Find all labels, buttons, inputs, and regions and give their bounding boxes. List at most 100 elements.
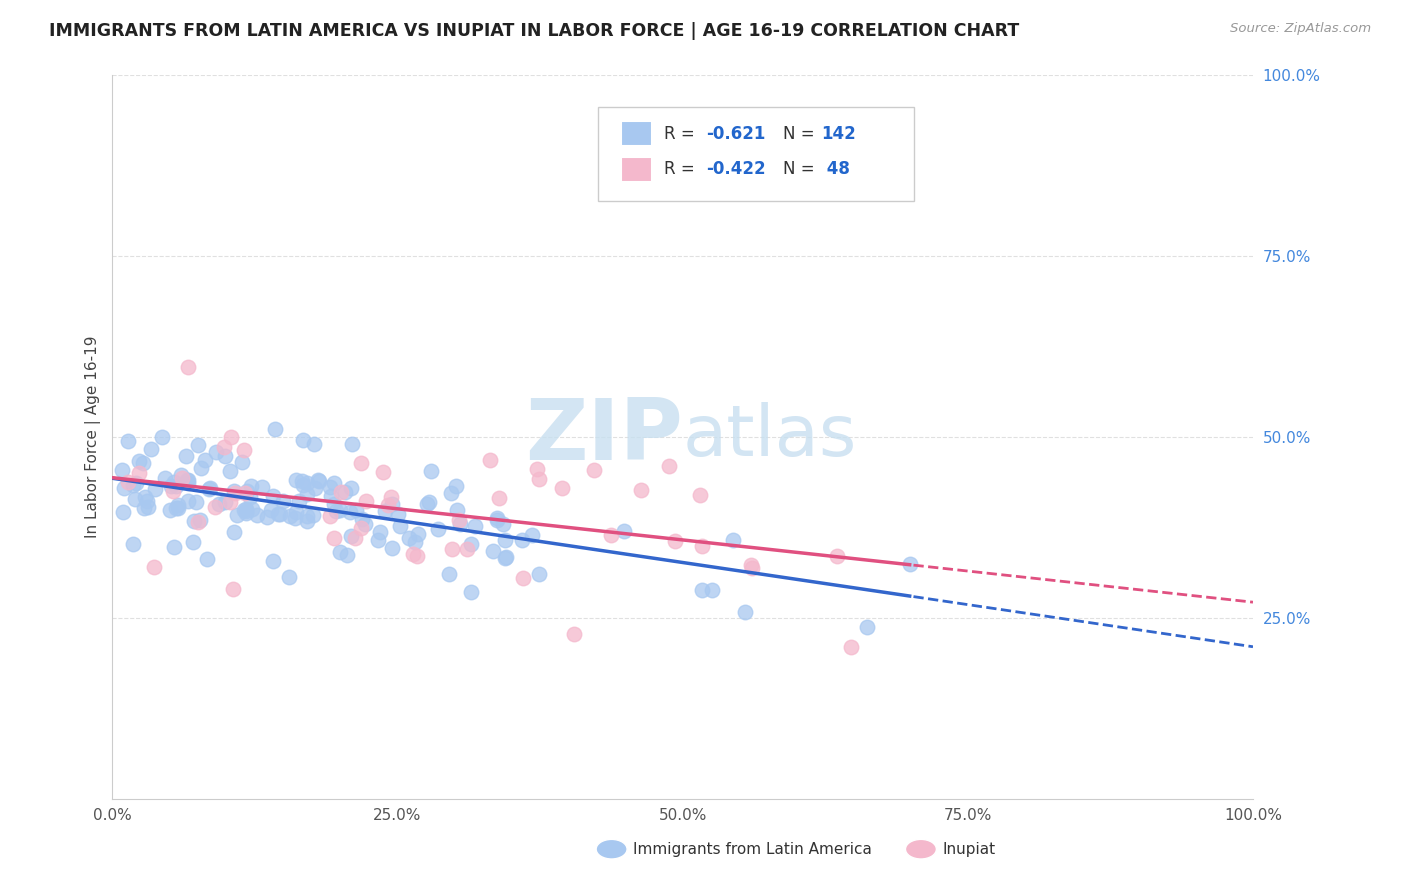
Point [122, 478, 145, 492]
Point [520, 528, 543, 542]
Point [381, 541, 404, 555]
Text: R =: R = [664, 125, 700, 143]
Point [181, 534, 204, 549]
Point [613, 524, 636, 538]
Point [406, 549, 429, 563]
Point [740, 558, 762, 573]
Point [295, 514, 318, 528]
Text: R =: R = [664, 161, 700, 178]
Point [226, 508, 249, 523]
Point [427, 522, 450, 536]
Point [689, 488, 711, 502]
Point [380, 490, 402, 504]
Point [170, 468, 193, 483]
Point [406, 527, 429, 541]
Point [291, 477, 314, 491]
Point [402, 547, 425, 561]
Point [356, 493, 378, 508]
Point [700, 583, 723, 598]
Point [446, 503, 468, 517]
Point [481, 544, 503, 558]
Point [308, 474, 330, 488]
Point [163, 475, 186, 489]
Point [344, 531, 367, 545]
Point [235, 504, 257, 518]
Text: Inupiat: Inupiat [942, 842, 995, 856]
Point [124, 491, 146, 506]
Text: 142: 142 [821, 125, 856, 143]
Point [370, 525, 392, 540]
Point [219, 495, 242, 509]
Point [464, 519, 486, 533]
Point [339, 482, 361, 496]
Point [335, 485, 357, 500]
Point [387, 508, 409, 522]
Point [297, 487, 319, 501]
Point [374, 504, 396, 518]
Point [224, 483, 246, 498]
Point [321, 489, 343, 503]
Point [494, 551, 516, 566]
Point [630, 483, 652, 497]
Point [440, 542, 463, 557]
Point [353, 516, 375, 531]
Point [527, 567, 550, 582]
Point [288, 494, 311, 508]
Point [240, 502, 263, 516]
Point [280, 508, 302, 523]
Text: N =: N = [783, 125, 820, 143]
Point [492, 517, 515, 532]
Point [277, 570, 299, 584]
Point [117, 475, 139, 490]
Point [111, 505, 134, 519]
Point [177, 359, 200, 374]
Point [138, 500, 160, 514]
Point [856, 620, 879, 634]
Point [307, 473, 329, 487]
Point [246, 508, 269, 523]
Point [291, 433, 314, 447]
Point [330, 485, 353, 500]
Point [165, 501, 187, 516]
Point [381, 497, 404, 511]
Point [162, 484, 184, 499]
Point [176, 473, 198, 487]
Text: Immigrants from Latin America: Immigrants from Latin America [633, 842, 872, 856]
Point [128, 454, 150, 468]
Point [437, 566, 460, 581]
Point [187, 438, 209, 452]
Point [418, 495, 440, 509]
Point [231, 455, 253, 469]
Point [271, 493, 294, 508]
Point [325, 503, 347, 517]
Point [198, 481, 221, 495]
Point [134, 490, 156, 504]
Text: IMMIGRANTS FROM LATIN AMERICA VS INUPIAT IN LABOR FORCE | AGE 16-19 CORRELATION : IMMIGRANTS FROM LATIN AMERICA VS INUPIAT… [49, 22, 1019, 40]
Point [323, 497, 346, 511]
Point [159, 478, 181, 492]
Point [214, 449, 236, 463]
Point [184, 495, 207, 509]
Point [350, 512, 373, 526]
Point [112, 481, 135, 495]
Point [132, 500, 155, 515]
Point [183, 515, 205, 529]
Point [456, 541, 478, 556]
Y-axis label: In Labor Force | Age 16-19: In Labor Force | Age 16-19 [86, 335, 101, 538]
Point [526, 461, 548, 475]
Point [139, 442, 162, 456]
Point [159, 503, 181, 517]
Point [446, 479, 468, 493]
Point [494, 533, 516, 548]
Point [297, 475, 319, 490]
Point [723, 533, 745, 548]
Point [284, 511, 307, 525]
Point [898, 557, 921, 571]
Point [449, 517, 471, 532]
Point [340, 529, 363, 543]
Text: -0.422: -0.422 [706, 161, 765, 178]
Point [222, 582, 245, 596]
Point [250, 480, 273, 494]
Point [322, 531, 344, 545]
Point [187, 515, 209, 529]
